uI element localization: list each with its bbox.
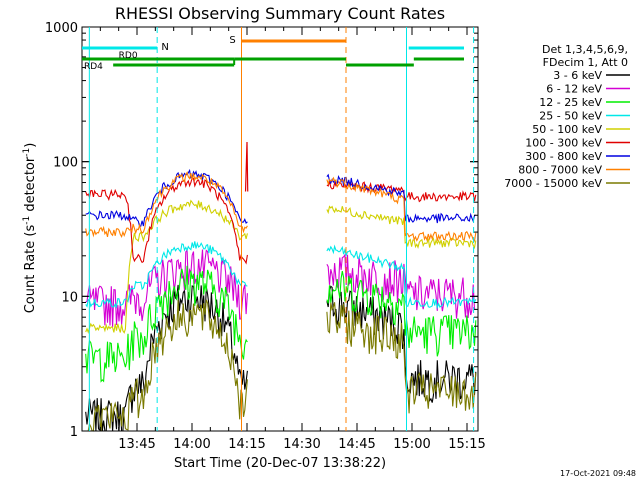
y-axis-label-end: ) [23,143,38,148]
annotation-layer: N S RD0 RD4 [82,27,475,431]
plot-frame: 1 10 100 1000 13:45 14:00 14:15 14:30 14:45 15:00… [45,21,486,452]
y-axis-label-mid: detector [23,156,38,216]
series-line-8-seg-1 [326,302,477,414]
legend-label-5: 100 - 300 keV [525,137,602,150]
series-line-2-seg-0 [85,265,248,383]
y-axis-label-sup2: -1 [22,148,32,157]
legend-label-8: 7000 - 15000 keV [504,177,602,190]
rd4-label: RD4 [84,62,103,72]
x-tick-label: 15:15 [448,437,485,452]
y-tick-label: 1000 [45,21,78,36]
y-tick-label: 10 [61,290,78,305]
y-tick-label: 100 [53,156,78,171]
series-line-4-seg-0 [85,199,248,334]
y-axis-label: Count Rate (s-1 detector-1) [22,143,38,314]
y-tick-label: 1 [70,425,78,440]
legend-header-2: FDecim 1, Att 0 [543,56,628,69]
x-tick-label: 15:00 [393,437,430,452]
series-line-4-seg-1 [326,205,477,250]
y-axis-label-sup1: -1 [22,216,32,225]
y-axis-label-main: Count Rate (s [23,225,38,314]
series-line-5-seg-0 [85,176,248,265]
series-line-8-seg-0 [85,299,248,432]
series-line-5-seg-1 [326,179,477,203]
plot-border [81,26,479,432]
flare-spike [244,141,249,192]
generated-timestamp: 17-Oct-2021 09:48 [560,469,636,478]
x-tick-label: 14:45 [338,437,375,452]
data-layer [85,141,477,432]
legend-label-6: 300 - 800 keV [525,150,602,163]
legend-label-4: 50 - 100 keV [532,123,602,136]
series-line-6-seg-0 [85,168,248,227]
saa-label: S [229,35,235,46]
legend-header-1: Det 1,3,4,5,6,9, [542,43,628,56]
series-line-6-seg-1 [326,173,476,224]
legend-label-0: 3 - 6 keV [553,69,602,82]
series-line-3-seg-1 [326,244,477,310]
legend-label-1: 6 - 12 keV [546,83,602,96]
x-tick-label: 14:30 [283,437,320,452]
night-label: N [161,42,168,53]
x-tick-label: 13:45 [118,437,155,452]
series-line-2-seg-1 [326,270,477,357]
x-tick-label: 14:15 [228,437,265,452]
legend-label-3: 25 - 50 keV [539,110,602,123]
series-line-7-seg-1 [326,176,477,243]
rd0-label: RD0 [119,51,138,61]
chart-title: RHESSI Observing Summary Count Rates [115,4,445,23]
legend-label-7: 800 - 7000 keV [518,164,602,177]
x-tick-label: 14:00 [173,437,210,452]
series-line-3-seg-0 [85,241,248,309]
legend-label-2: 12 - 25 keV [539,96,602,109]
series-line-7-seg-0 [85,171,248,238]
series-line-0-seg-0 [85,284,248,432]
series-line-1-seg-1 [326,253,476,319]
x-axis-label: Start Time (20-Dec-07 13:38:22) [174,456,386,471]
series-line-1-seg-0 [85,248,248,327]
